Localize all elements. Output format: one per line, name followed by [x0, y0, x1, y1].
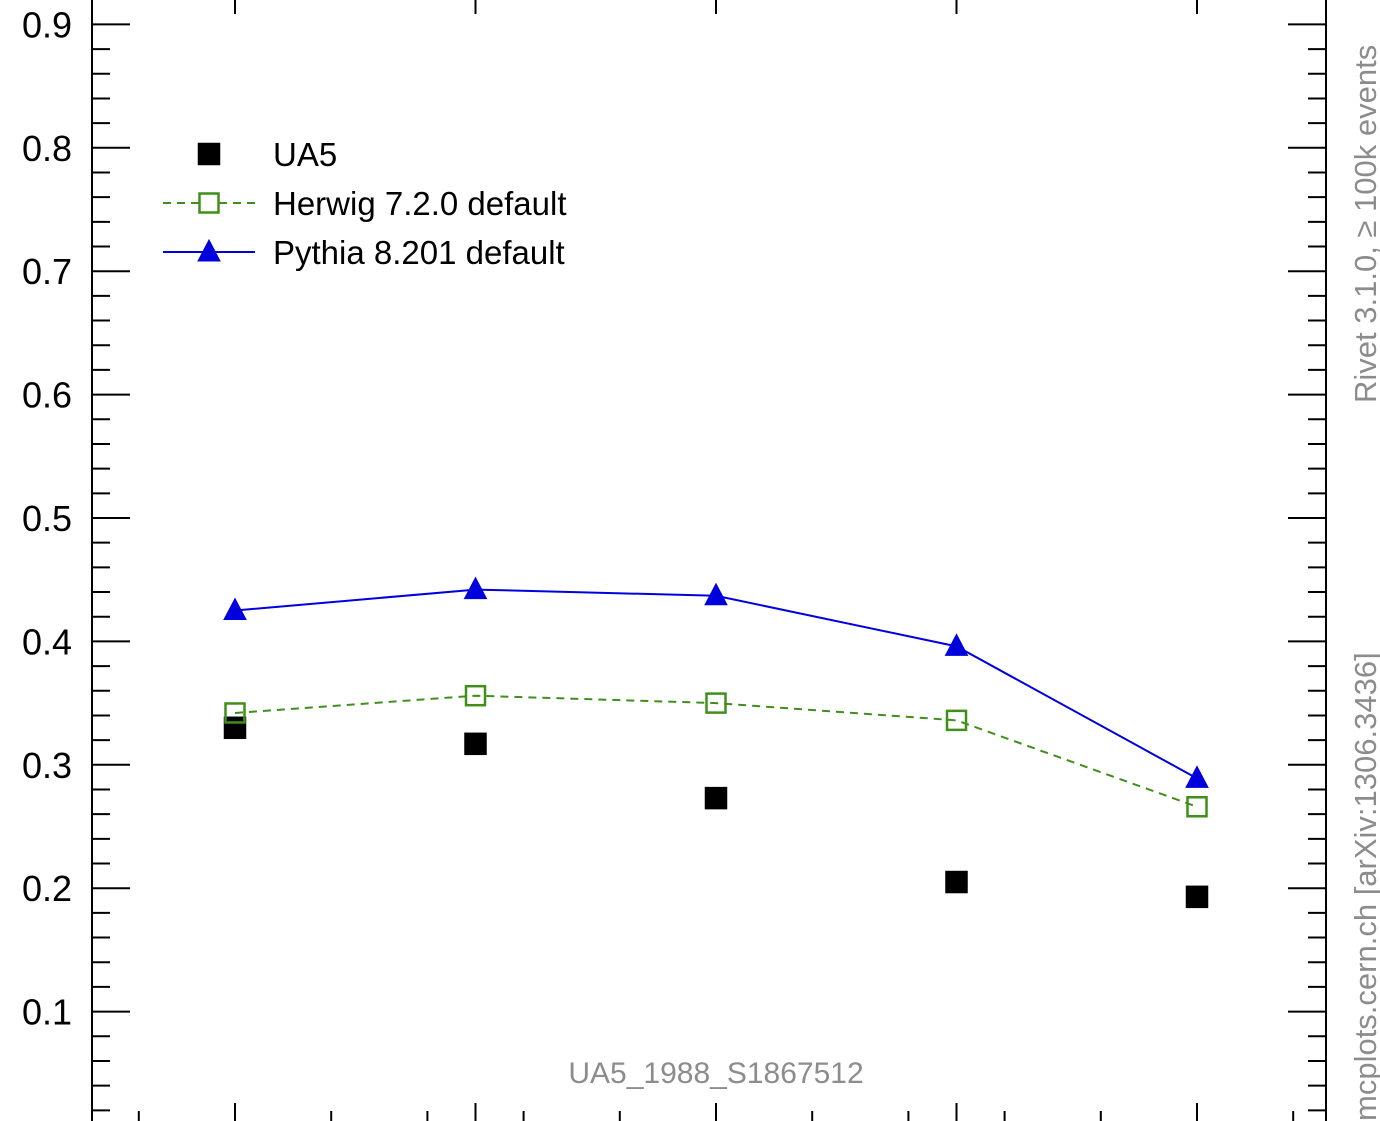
y-tick-label: 0.4 [22, 621, 72, 662]
data-point-marker [463, 576, 488, 600]
legend-label: UA5 [273, 136, 337, 173]
data-point-marker [223, 597, 247, 621]
series-ua5 [223, 716, 1209, 909]
y-tick-label: 0.3 [22, 745, 72, 786]
data-point-marker [945, 870, 968, 894]
y-tick-labels: 0.9 0.8 0.7 0.6 0.5 0.4 0.3 0.2 0.1 [22, 4, 72, 1032]
rivet-version-label: Rivet 3.1.0, ≥ 100k events [1348, 45, 1380, 403]
legend: UA5 Herwig 7.2.0 default Pythia 8.201 defa… [163, 136, 567, 271]
series-line [234, 588, 1198, 780]
legend-label: Herwig 7.2.0 default [273, 185, 567, 222]
series-pythia-8-201-default [223, 576, 1209, 788]
data-point-marker [464, 684, 487, 707]
legend-label: Pythia 8.201 default [273, 234, 565, 271]
data-point-marker [464, 732, 487, 756]
legend-marker [198, 192, 220, 214]
legend-marker [197, 238, 221, 262]
legend-marker [197, 142, 221, 166]
y-tick-label: 0.8 [22, 128, 72, 169]
data-point-marker [705, 692, 727, 714]
plot-frame [91, 0, 1327, 1121]
data-point-marker [944, 633, 969, 656]
legend-entry: Pythia 8.201 default [163, 234, 565, 271]
data-point-marker [223, 716, 247, 740]
data-point-marker [704, 786, 728, 810]
y-tick-label: 0.7 [22, 251, 72, 292]
y-tick-label: 0.6 [22, 375, 72, 416]
y-tick-label: 0.9 [22, 4, 72, 45]
data-point-marker [224, 702, 246, 724]
analysis-id-label: UA5_1988_S1867512 [568, 1057, 863, 1090]
data-point-marker [1186, 796, 1208, 818]
series-line [234, 694, 1198, 808]
mcplots-source-label: mcplots.cern.ch [arXiv:1306.3436] [1348, 652, 1380, 1121]
y-tick-label: 0.5 [22, 498, 72, 539]
legend-entry: Herwig 7.2.0 default [163, 185, 567, 222]
series-layer [223, 576, 1209, 909]
y-tick-label: 0.2 [22, 868, 72, 909]
series-herwig-7-2-0-default [224, 684, 1208, 818]
data-point-marker [1185, 885, 1209, 909]
data-point-marker [945, 709, 968, 732]
axis-ticks [92, 0, 1326, 1121]
plot-border [91, 0, 1327, 1121]
y-tick-label: 0.1 [22, 992, 72, 1033]
legend-entry: UA5 [197, 136, 337, 173]
data-point-marker [1185, 765, 1209, 788]
data-point-marker [704, 582, 728, 606]
